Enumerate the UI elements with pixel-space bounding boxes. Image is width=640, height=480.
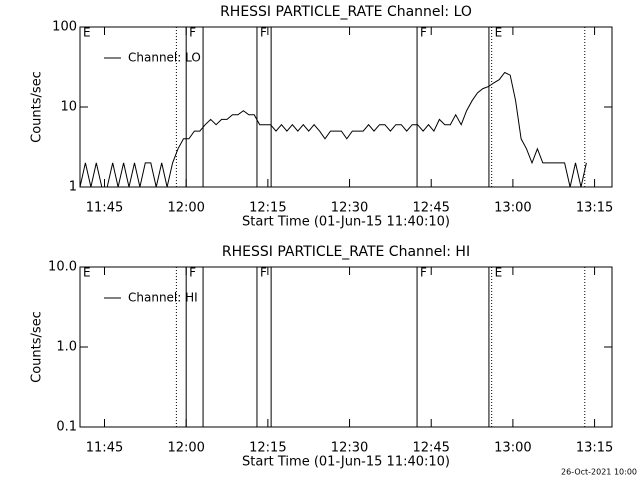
y-axis-label: Counts/sec	[30, 311, 45, 383]
x-tick-label: 12:00	[167, 441, 204, 456]
x-tick-label: 12:15	[249, 201, 286, 216]
footer: 26-Oct-2021 10:00	[561, 468, 637, 477]
x-axis-label: Start Time (01-Jun-15 11:40:10)	[242, 455, 450, 470]
chart-title: RHESSI PARTICLE_RATE Channel: HI	[222, 244, 470, 260]
flag-label: F	[420, 26, 427, 40]
x-tick-label: 12:00	[167, 201, 204, 216]
x-tick-label: 12:15	[249, 441, 286, 456]
flag-label: E	[495, 26, 503, 40]
x-tick-label: 12:45	[412, 441, 449, 456]
legend-label: Channel: HI	[128, 291, 198, 305]
flag-label: F	[189, 266, 196, 280]
y-tick-label: 10	[60, 100, 77, 115]
plot-frame	[79, 26, 613, 188]
x-tick-label: 11:45	[86, 201, 123, 216]
y-tick-label: 10.0	[48, 260, 77, 275]
flag-label: F	[189, 26, 196, 40]
x-tick-label: 12:45	[412, 201, 449, 216]
y-tick-label: 1	[69, 180, 77, 195]
plot-frame	[79, 266, 613, 428]
x-tick-label: 13:00	[494, 201, 531, 216]
y-tick-label: 100	[52, 20, 77, 35]
x-tick-label: 13:00	[494, 441, 531, 456]
x-tick-label: 13:15	[576, 441, 613, 456]
flag-label: E	[83, 26, 91, 40]
data-line	[79, 71, 587, 188]
flag-label: F	[420, 266, 427, 280]
legend-label: Channel: LO	[128, 51, 201, 65]
x-tick-label: 13:15	[576, 201, 613, 216]
x-axis-label: Start Time (01-Jun-15 11:40:10)	[242, 215, 450, 230]
y-tick-label: 1.0	[56, 340, 77, 355]
flag-label: E	[83, 266, 91, 280]
flag-label: F	[260, 266, 267, 280]
flag-label: F	[260, 26, 267, 40]
flag-label: E	[495, 266, 503, 280]
y-tick-label: 0.1	[56, 420, 77, 435]
x-tick-label: 12:30	[331, 441, 368, 456]
x-tick-label: 11:45	[86, 441, 123, 456]
x-tick-label: 12:30	[331, 201, 368, 216]
y-axis-label: Counts/sec	[30, 71, 45, 143]
chart-title: RHESSI PARTICLE_RATE Channel: LO	[220, 4, 472, 20]
